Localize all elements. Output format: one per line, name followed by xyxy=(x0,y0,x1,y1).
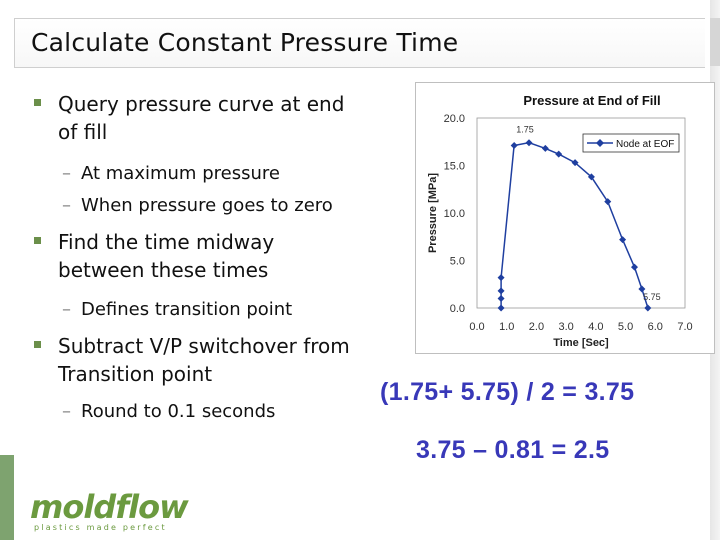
data-point-diamond xyxy=(497,287,505,295)
legend: Node at EOF xyxy=(582,133,680,153)
title-box: Calculate Constant Pressure Time xyxy=(14,18,705,68)
bullet-2-sub-1: – Defines transition point xyxy=(62,296,292,324)
data-point-diamond xyxy=(587,173,595,181)
logo-svg: moldflow plastics made perfect xyxy=(30,488,190,532)
x-tick-label: 1.0 xyxy=(499,321,514,333)
legend-diamond-icon xyxy=(596,139,604,147)
dash-icon: – xyxy=(62,401,71,422)
logo-tagline: plastics made perfect xyxy=(34,523,167,532)
annotation-label: 1.75 xyxy=(516,125,534,135)
logo-wordmark: moldflow xyxy=(30,488,189,526)
x-tick-label: 4.0 xyxy=(588,321,603,333)
x-tick-label: 5.0 xyxy=(618,321,633,333)
right-decor-bar-top xyxy=(710,18,720,66)
legend-box xyxy=(582,133,680,153)
bullet-2-line-1: Find the time midway xyxy=(58,230,275,254)
data-point-diamond xyxy=(510,142,518,150)
data-point-diamond xyxy=(497,295,505,302)
y-tick-label: 5.0 xyxy=(450,256,465,268)
bullet-2-line-2: between these times xyxy=(58,258,269,282)
bullet-square-icon xyxy=(34,99,41,106)
equation-subtraction: 3.75 – 0.81 = 2.5 xyxy=(416,436,610,464)
data-point-diamond xyxy=(555,150,563,158)
x-tick-label: 7.0 xyxy=(677,321,692,333)
bullet-2-sub-1-text: Defines transition point xyxy=(81,299,293,320)
bullet-1-sub-2: – When pressure goes to zero xyxy=(62,192,333,220)
y-tick-label: 0.0 xyxy=(450,303,465,315)
data-point-diamond xyxy=(497,274,505,282)
dash-icon: – xyxy=(62,163,71,184)
legend-label: Node at EOF xyxy=(616,139,674,150)
data-point-diamond xyxy=(630,263,638,271)
bullet-3-sub-1: – Round to 0.1 seconds xyxy=(62,398,275,426)
series-points xyxy=(497,139,652,312)
equation-midpoint: (1.75+ 5.75) / 2 = 3.75 xyxy=(380,378,635,406)
bullet-square-icon xyxy=(34,237,41,244)
chart-title: Pressure at End of Fill xyxy=(523,93,660,108)
x-axis-label: Time [Sec] xyxy=(553,337,609,349)
data-point-diamond xyxy=(619,236,627,244)
bullet-1-sub-1: – At maximum pressure xyxy=(62,160,280,188)
y-tick-label: 15.0 xyxy=(444,161,465,173)
bullet-3-line-2: Transition point xyxy=(58,362,213,386)
bullet-1-sub-1-text: At maximum pressure xyxy=(81,163,280,184)
data-point-diamond xyxy=(525,139,533,147)
slide-title: Calculate Constant Pressure Time xyxy=(31,28,459,57)
dash-icon: – xyxy=(62,195,71,216)
dash-icon: – xyxy=(62,299,71,320)
bullet-1-line-1: Query pressure curve at end xyxy=(58,92,345,116)
data-point-diamond xyxy=(541,144,549,152)
x-tick-label: 6.0 xyxy=(648,321,663,333)
pressure-chart: Pressure at End of Fill 0.0 5.0 10.0 15.0 20… xyxy=(415,82,715,354)
x-tick-label: 3.0 xyxy=(558,321,573,333)
bullet-square-icon xyxy=(34,341,41,348)
data-point-diamond xyxy=(644,304,652,312)
y-tick-label: 20.0 xyxy=(444,113,465,125)
left-decor-bar xyxy=(0,455,14,540)
annotation-label: 5.75 xyxy=(643,292,661,302)
bullet-1-sub-2-text: When pressure goes to zero xyxy=(81,195,333,216)
data-point-diamond xyxy=(497,304,505,312)
y-tick-label: 10.0 xyxy=(444,208,465,220)
bullet-3-line-1: Subtract V/P switchover from xyxy=(58,334,350,358)
data-point-diamond xyxy=(604,198,612,206)
chart-svg: Pressure at End of Fill 0.0 5.0 10.0 15.0 20… xyxy=(415,82,715,354)
x-ticks: 0.0 1.0 2.0 3.0 4.0 5.0 6.0 7.0 xyxy=(469,321,692,333)
bullet-1-line-2: of fill xyxy=(58,120,108,144)
moldflow-logo: moldflow plastics made perfect xyxy=(28,488,218,536)
x-tick-label: 2.0 xyxy=(529,321,544,333)
y-ticks: 0.0 5.0 10.0 15.0 20.0 xyxy=(444,113,465,315)
data-point-diamond xyxy=(638,285,646,293)
right-decor-bar xyxy=(710,0,720,540)
x-tick-label: 0.0 xyxy=(469,321,484,333)
y-axis-label: Pressure [MPa] xyxy=(427,173,439,253)
data-point-diamond xyxy=(571,159,579,167)
bullet-3-sub-1-text: Round to 0.1 seconds xyxy=(81,401,276,422)
chart-annotations: 1.75 5.75 xyxy=(516,125,660,302)
